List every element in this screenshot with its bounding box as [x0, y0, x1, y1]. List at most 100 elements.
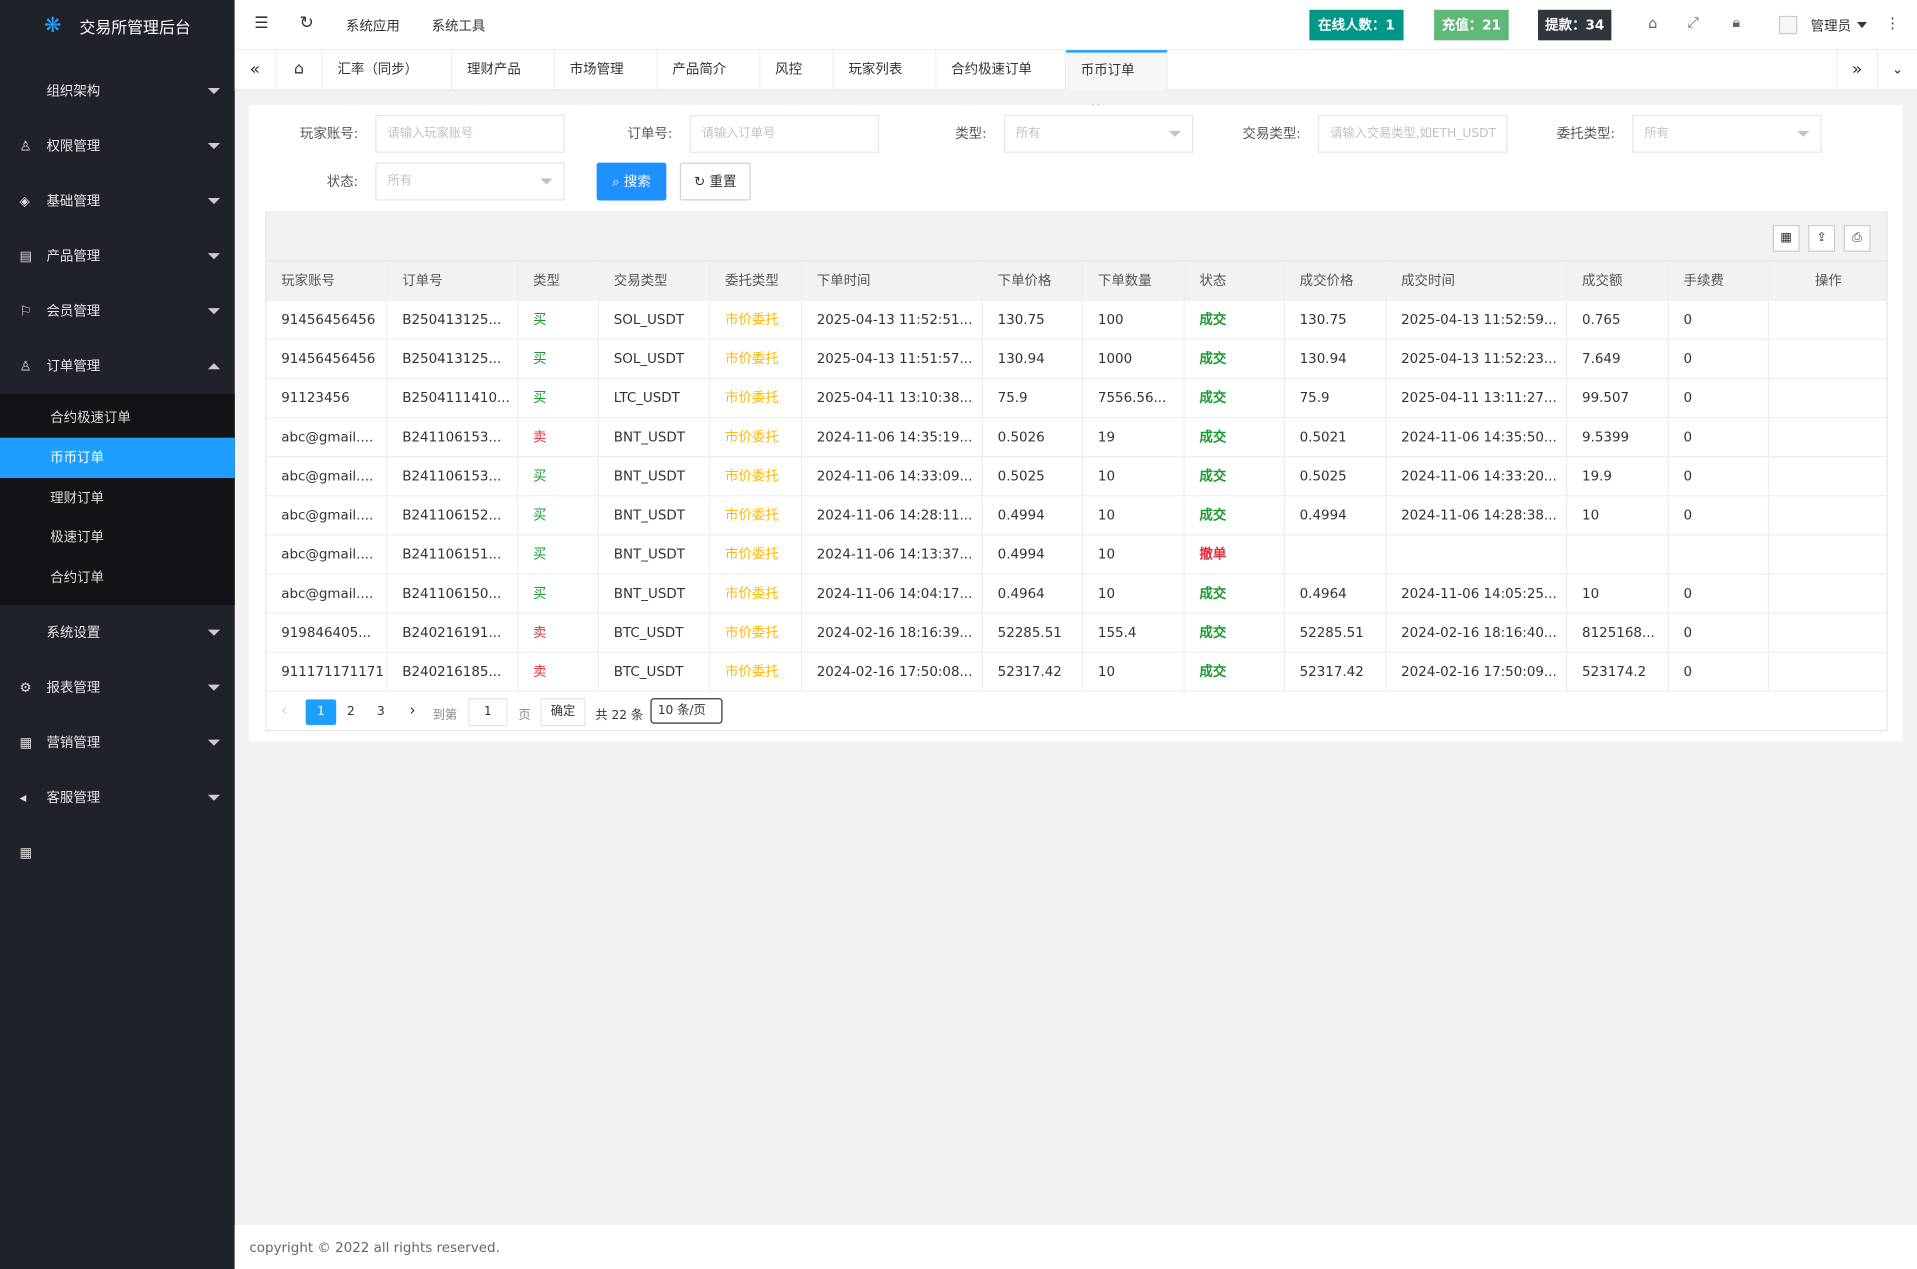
tag-icon[interactable]: ⌂ [1648, 14, 1658, 32]
table-cell [1769, 457, 1888, 497]
top-nav[interactable]: 系统工具 [431, 18, 486, 35]
table-cell: abc@gmail.... [266, 418, 388, 458]
filter-label: 交易类型: [1242, 125, 1301, 142]
menu-item[interactable]: 系统设置 ⚙ [0, 605, 235, 696]
goto-confirm[interactable]: 确定 [540, 698, 586, 727]
tabs-left[interactable]: « [235, 50, 277, 91]
tab-label: 市场管理 [569, 61, 624, 78]
menu-item[interactable]: 会员管理 ♙ [0, 284, 235, 374]
filter-select[interactable]: 所有 [1632, 114, 1822, 153]
menu-item[interactable]: 订单管理▦ [0, 339, 235, 429]
goto-input[interactable]: 1 [468, 698, 508, 727]
table-cell: 卖 [518, 652, 600, 692]
menu-item[interactable]: 营销管理 ◂ [0, 715, 235, 806]
reset-button[interactable]: ↻ 重置 [679, 162, 751, 201]
search-button[interactable]: ⌕ 搜索 [596, 162, 667, 201]
tab[interactable]: 汇率（同步）× [323, 50, 453, 116]
table-cell: 9.5399 [1567, 418, 1669, 458]
tab[interactable]: 玩家列表× [834, 50, 937, 116]
table-cell: 0.4994 [1284, 496, 1387, 536]
table-cell: 10 [1083, 457, 1185, 497]
table-cell: 市价委托 [710, 574, 803, 614]
goto-label: 到第 [432, 709, 458, 723]
page-prev[interactable]: ‹ [281, 701, 288, 719]
page-number[interactable]: 2 [346, 705, 355, 719]
toolbar-button[interactable]: ⎙ [1843, 224, 1871, 252]
tabs-right[interactable]: » [1836, 50, 1876, 91]
menu-item[interactable]: 基础管理 ▤ [0, 174, 235, 264]
page-next[interactable]: › [409, 701, 416, 719]
tab[interactable]: 市场管理× [555, 50, 658, 116]
submenu [0, 393, 235, 606]
table-cell: abc@gmail.... [266, 535, 388, 575]
menu-item[interactable]: 组织架构 ♙ [0, 64, 235, 154]
table-cell [1769, 379, 1888, 419]
table-cell: 2024-11-06 14:28:11... [802, 496, 983, 536]
filter-input[interactable]: 请输入交易类型,如ETH_USDT [1317, 114, 1508, 153]
user-caret [1857, 22, 1867, 29]
table-cell: 52285.51 [982, 613, 1084, 653]
table-cell: B241106152... [387, 496, 519, 536]
filter-label: 玩家账号: [299, 125, 359, 142]
table-cell: 10 [1083, 652, 1185, 692]
menu-item[interactable]: 客服管理 ▦ [0, 770, 235, 861]
table-cell: B241106153... [387, 457, 519, 497]
table-cell: 0.5021 [1284, 418, 1387, 458]
table-cell: B240216191... [387, 613, 519, 653]
toolbar-button[interactable]: ▦ [1772, 224, 1800, 252]
refresh[interactable]: ↻ [299, 13, 314, 34]
table-cell: 成交 [1184, 457, 1285, 497]
user-name[interactable]: 管理员 [1810, 18, 1852, 35]
table-cell: 0 [1668, 418, 1770, 458]
filter-select[interactable]: 所有 [1003, 114, 1194, 153]
tab-label: 合约极速订单 [951, 61, 1032, 78]
page-number[interactable]: 3 [376, 705, 385, 719]
table-cell: 成交 [1184, 613, 1285, 653]
table-cell [1769, 418, 1888, 458]
menu-item[interactable]: 报表管理 ▦ [0, 660, 235, 751]
filter-input[interactable]: 请输入订单号 [689, 114, 880, 153]
lock[interactable]: 🔒︎ [1732, 13, 1741, 31]
toolbar-button[interactable]: ⇪ [1808, 224, 1836, 252]
table-cell: 成交 [1184, 574, 1285, 614]
menu-icon: ◈ [19, 193, 30, 210]
tab-active[interactable]: 币币订单× [1066, 50, 1168, 115]
tab[interactable]: 产品简介× [658, 50, 761, 116]
page-size[interactable]: 10 条/页 [650, 698, 723, 724]
table-cell: 买 [518, 379, 600, 419]
menu-toggle[interactable]: ☰ [254, 14, 269, 34]
pagination: ‹ 1 2 3 › 到第 1 页确定共 22 条 10 条/页 [267, 692, 1887, 731]
top-nav[interactable]: 系统应用 [345, 18, 400, 35]
tab[interactable]: 合约极速订单× [937, 50, 1067, 116]
menu-item[interactable]: 产品管理 ⚐ [0, 229, 235, 319]
tab-label: 玩家列表 [848, 61, 903, 78]
submenu-item[interactable]: 理财订单 [50, 489, 104, 506]
menu-arrow [207, 629, 221, 636]
tab[interactable]: 理财产品× [452, 50, 556, 116]
page-current[interactable]: 1 [305, 699, 337, 726]
filter-select[interactable]: 所有 [375, 162, 565, 201]
table-cell: B240216185... [387, 652, 519, 692]
table-cell: B241106151... [387, 535, 519, 575]
header: ☰ ↻ ⌂ ⤢ 🔒︎ ⋮ 系统应用 系统工具 在线人数：1 充值：21 提款：34 管理员 [234, 0, 1917, 51]
menu-icon: ◂ [19, 789, 27, 806]
fullscreen[interactable]: ⤢ [1687, 13, 1699, 31]
table-cell: LTC_USDT [599, 379, 711, 419]
table-cell: 市价委托 [710, 418, 803, 458]
submenu-item-active[interactable]: 币币订单 [0, 437, 235, 478]
home-tab[interactable]: ⌂ [276, 50, 323, 91]
filter-label: 订单号: [627, 125, 673, 142]
table-cell [1769, 535, 1888, 575]
menu-item[interactable]: 权限管理 ◈ [0, 119, 235, 209]
filter-input[interactable]: 请输入玩家账号 [375, 114, 565, 153]
submenu-item[interactable]: 合约订单 [50, 569, 104, 586]
tab[interactable]: 风控× [760, 50, 834, 116]
table-cell: 成交 [1184, 418, 1285, 458]
table-cell: 卖 [518, 418, 600, 458]
tabs-menu[interactable]: ⌄ [1876, 50, 1917, 91]
submenu-item[interactable]: 极速订单 [50, 529, 104, 546]
table-cell: 买 [518, 574, 600, 614]
more[interactable]: ⋮ [1885, 14, 1900, 32]
submenu-item[interactable]: 合约极速订单 [50, 409, 131, 426]
table-cell: 2025-04-13 11:52:51... [802, 300, 983, 340]
